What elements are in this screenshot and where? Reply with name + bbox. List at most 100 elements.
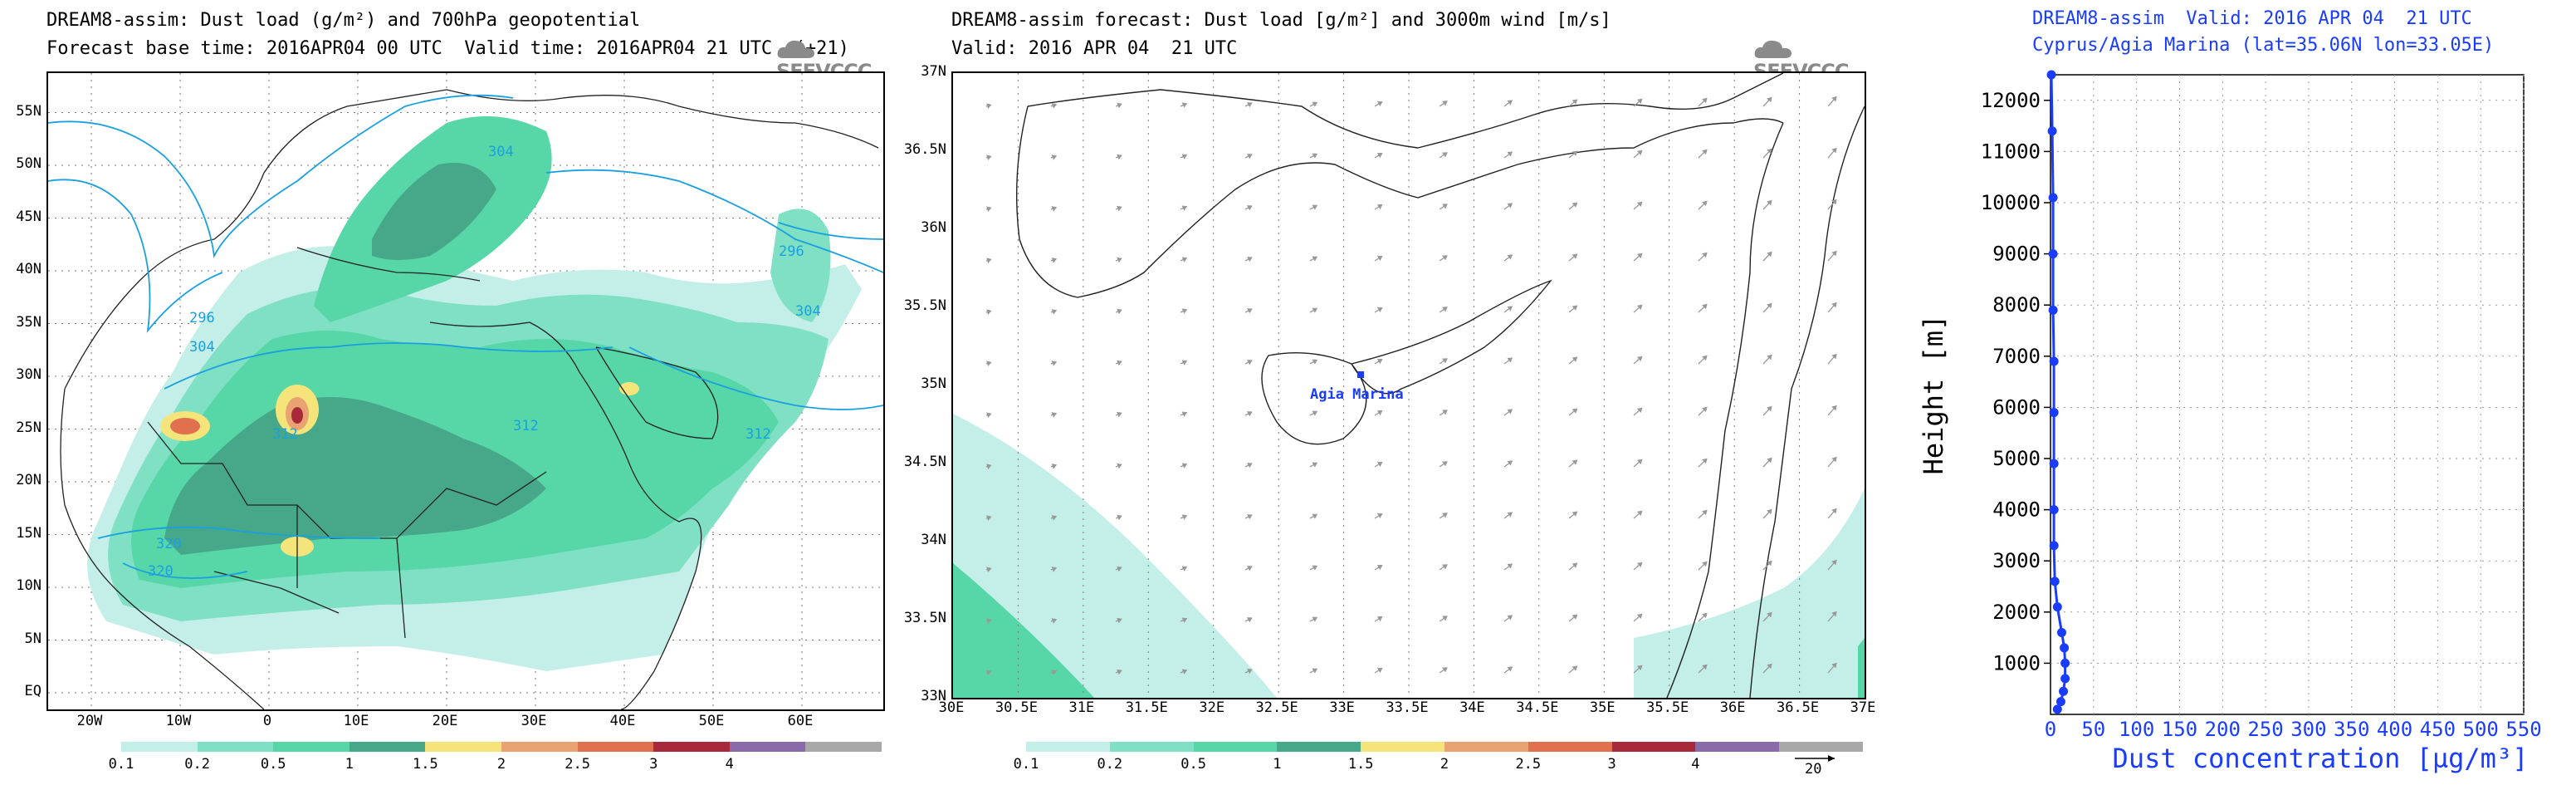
wind-arrow-head [1442,667,1448,673]
contour-label: 296 [189,310,215,326]
lat-tick-label: 55N [16,102,42,120]
wind-arrow-head [1636,407,1643,414]
station-marker [1357,371,1364,378]
profile-point [2047,126,2057,136]
wind-arrow-head [1572,253,1578,259]
wind-arrow-head [1572,150,1578,156]
wind-arrow-head [1767,354,1772,361]
wind-arrow-head [1507,254,1513,260]
wind-arrow-head [1831,96,1837,102]
wind-arrow-head [1636,665,1643,671]
cbar-swatch-1.5 [425,742,501,752]
lat-tick-label: 10N [16,577,42,594]
lon-tick-label: 0 [262,713,272,729]
wind-arrow-head [1181,205,1188,211]
y-tick-label: 7000 [1992,345,2041,368]
lat-tick-label: 35.5N [903,297,946,314]
profile-point [2060,658,2070,668]
wind-arrow-head [1572,356,1578,362]
lon-tick-label: 37E [1850,699,1876,716]
wind-arrow-head [1117,308,1122,315]
lat-tick-label: 33N [921,688,946,704]
dust-profile-chart: 0 50 100 150 200 250 300 350 400 450 500 550 1000 200… [1918,70,2542,774]
wind-arrow-head [1376,153,1383,159]
lon-tick-label: 35E [1589,699,1615,716]
wind-arrow-head [1636,356,1643,362]
wind-arrow-head [1117,669,1122,675]
x-axis-label: Dust concentration [µg/m³] [2113,743,2529,774]
cbar-swatch-1 [349,742,426,752]
wind-arrow-head [1051,567,1058,572]
lat-tick-label: 33.5N [903,610,946,626]
wind-arrow-head [1247,257,1253,262]
wind-arrow-head [1117,205,1122,212]
y-tick-label: 12000 [1981,89,2041,112]
wind-arrow-head [1181,308,1188,314]
x-tick-label: 100 [2119,718,2154,741]
wind-arrow-head [1636,150,1643,156]
wind-arrow-head [986,670,992,675]
contour-label: 304 [795,303,821,320]
colorbar-label: 0.5 [260,756,286,773]
wind-arrow-head [1117,102,1122,109]
wind-arrow-head [1117,617,1122,624]
geopotential-contour-312-b [628,346,883,410]
colorbar-label: 1.5 [1347,756,1374,773]
wind-arrow-head [1767,457,1772,464]
cbar-swatch-0.2 [1109,742,1194,752]
wind-arrow-head [986,515,992,521]
wind-arrow-head [1702,149,1708,155]
x-tick-label: 400 [2377,718,2412,741]
x-tick-label: 500 [2463,718,2499,741]
wind-arrow-head [1831,147,1837,154]
colorbar-label: 1 [1273,756,1282,773]
wind-arrow-head [1117,257,1122,263]
wind-arrow-head [1636,304,1643,311]
wind-arrow-head [1247,360,1253,366]
wind-arrow-head [1442,255,1448,261]
lon-tick-label: 36.5E [1776,699,1820,716]
wind-arrow-head [1767,405,1772,412]
y-axis-label: Height [m] [1918,315,1949,475]
colorbar-label: 2.5 [1515,756,1542,773]
cbar-swatch-5 [1779,742,1863,752]
x-tick-label: 250 [2247,718,2283,741]
contour-label: 312 [513,418,539,434]
wind-arrow-head [1312,616,1318,622]
wind-arrow-head [1376,307,1383,313]
lon-tick-label: 30E [521,713,547,729]
cloud-icon [1754,40,1791,58]
wind-arrow-head [1572,511,1578,517]
lon-tick-label: 35.5E [1646,699,1689,716]
wind-arrow-head [1831,559,1837,566]
colorbar-label: 0.5 [1180,756,1206,773]
geopotential-contour-296 [48,179,223,334]
dust-field-north-core [372,163,496,260]
wind-arrow-head [1117,463,1122,469]
wind-arrow-head [1702,406,1708,413]
wind-arrow-head [1376,410,1383,416]
cbar-swatch-0.1 [121,742,198,752]
lon-tick-label: 10E [343,713,369,729]
lat-tick-label: 20N [16,472,42,488]
wind-arrow-head [1247,514,1253,520]
geopotential-contour-320-b [122,562,248,579]
wind-arrow-head [1117,360,1122,366]
wind-reference-arrow: 20 [1795,755,1835,777]
lon-tick-label: 40E [609,713,636,729]
wind-arrow-head [1572,614,1578,620]
wind-reference-label: 20 [1805,761,1821,777]
profile-line [2050,74,2067,710]
wind-arrow-head [1312,462,1318,468]
wind-arrow-head [1376,565,1383,571]
cbar-swatch-0.1 [1026,742,1110,752]
wind-arrow-head [1831,611,1837,617]
cbar-swatch-4 [729,742,806,752]
wind-arrow-head [1312,204,1318,210]
wind-arrow-head [1702,561,1708,567]
wind-arrow-head [1636,613,1643,620]
lat-tick-label: 34.5N [903,454,946,470]
y-tick-label: 11000 [1981,140,2041,163]
lon-tick-label: 34.5E [1516,699,1559,716]
wind-arrow-head [1767,508,1772,515]
